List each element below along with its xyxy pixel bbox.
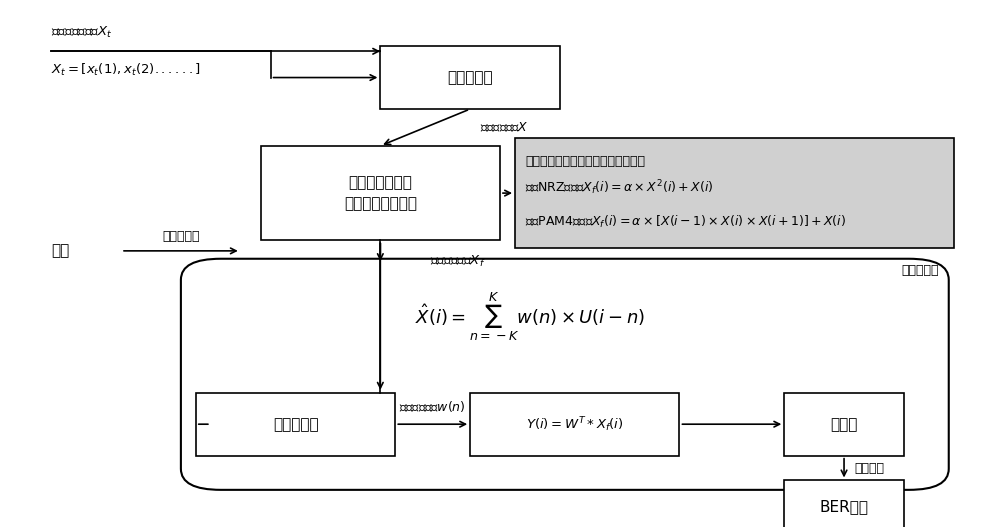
FancyBboxPatch shape xyxy=(196,393,395,456)
FancyBboxPatch shape xyxy=(470,393,679,456)
Text: 自适应算法: 自适应算法 xyxy=(273,417,318,432)
Text: 接收端采样信号$X_t$: 接收端采样信号$X_t$ xyxy=(51,25,113,41)
FancyBboxPatch shape xyxy=(181,259,949,490)
Text: 针对PAM4信号：$X_f(i) = \alpha \times [X(i-1)\times X(i)\times X(i+1)] + X(i)$: 针对PAM4信号：$X_f(i) = \alpha \times [X(i-1)… xyxy=(525,214,846,230)
FancyBboxPatch shape xyxy=(784,393,904,456)
FancyBboxPatch shape xyxy=(784,480,904,528)
Text: BER计算: BER计算 xyxy=(820,499,869,514)
FancyBboxPatch shape xyxy=(261,146,500,240)
FancyBboxPatch shape xyxy=(380,46,560,109)
Text: 线性均衡器: 线性均衡器 xyxy=(901,264,939,277)
Text: 重构特征序列$X_f$: 重构特征序列$X_f$ xyxy=(430,254,486,269)
Text: $\hat{X}(i) = \sum_{n=-K}^{K} w(n) \times U(i-n)$: $\hat{X}(i) = \sum_{n=-K}^{K} w(n) \time… xyxy=(415,290,645,343)
Text: 可采用多种方式构建多项式，例如：: 可采用多种方式构建多项式，例如： xyxy=(525,155,645,168)
Text: 基于多项式方法
重新构建特征序列: 基于多项式方法 重新构建特征序列 xyxy=(344,175,417,211)
Text: 获得抽头系数$w(n)$: 获得抽头系数$w(n)$ xyxy=(399,399,466,414)
Text: 均衡输出: 均衡输出 xyxy=(854,461,884,475)
Text: 构造训练集: 构造训练集 xyxy=(162,230,200,243)
Text: 判决器: 判决器 xyxy=(830,417,858,432)
Text: 原始特征序列$X$: 原始特征序列$X$ xyxy=(480,121,529,134)
Text: $Y(i)=W^T*X_f(i)$: $Y(i)=W^T*X_f(i)$ xyxy=(526,415,624,433)
Text: 标签: 标签 xyxy=(51,243,70,258)
Text: 针对NRZ信号：$X_f(i) = \alpha \times X^2(i) + X(i)$: 针对NRZ信号：$X_f(i) = \alpha \times X^2(i) +… xyxy=(525,178,713,197)
FancyBboxPatch shape xyxy=(515,138,954,248)
Text: $X_t=[x_t(1),x_t(2)......  ]$: $X_t=[x_t(1),x_t(2)...... ]$ xyxy=(51,62,201,78)
Text: 归一化处理: 归一化处理 xyxy=(447,70,493,85)
